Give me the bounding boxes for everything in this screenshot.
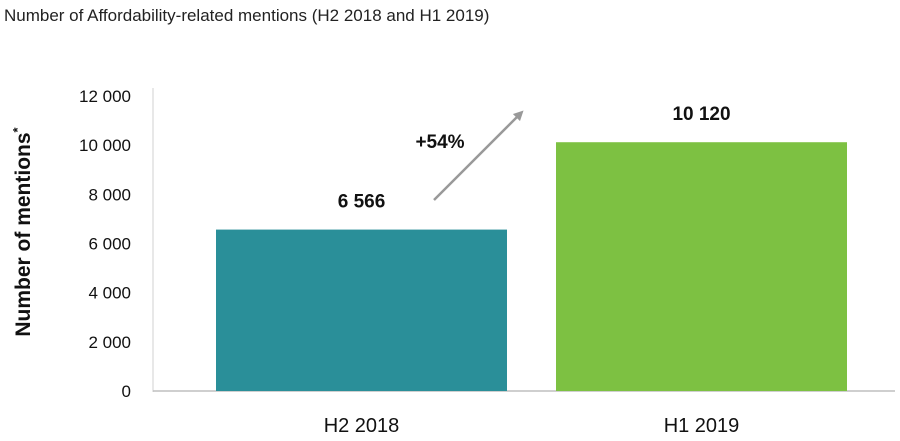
bar-h2-2018 xyxy=(216,229,507,391)
data-label: 6 566 xyxy=(338,192,386,213)
chart-title: Number of Affordability-related mentions… xyxy=(4,6,490,25)
x-tick-label: H1 2019 xyxy=(664,415,740,437)
y-tick-label: 6 000 xyxy=(88,235,131,254)
growth-annotation: +54% xyxy=(415,132,464,153)
growth-arrow xyxy=(433,110,524,201)
x-tick-label: H2 2018 xyxy=(324,415,400,437)
y-tick-label: 10 000 xyxy=(79,136,131,155)
y-tick-label: 12 000 xyxy=(79,87,131,106)
y-tick-label: 8 000 xyxy=(88,185,131,204)
y-tick-label: 4 000 xyxy=(88,284,131,303)
y-tick-label: 2 000 xyxy=(88,333,131,352)
bar-h1-2019 xyxy=(556,142,847,391)
y-axis-label: Number of mentions* xyxy=(10,126,35,336)
svg-text:Number of mentions*: Number of mentions* xyxy=(10,126,35,336)
data-label: 10 120 xyxy=(672,104,730,125)
y-tick-label: 0 xyxy=(122,382,131,401)
